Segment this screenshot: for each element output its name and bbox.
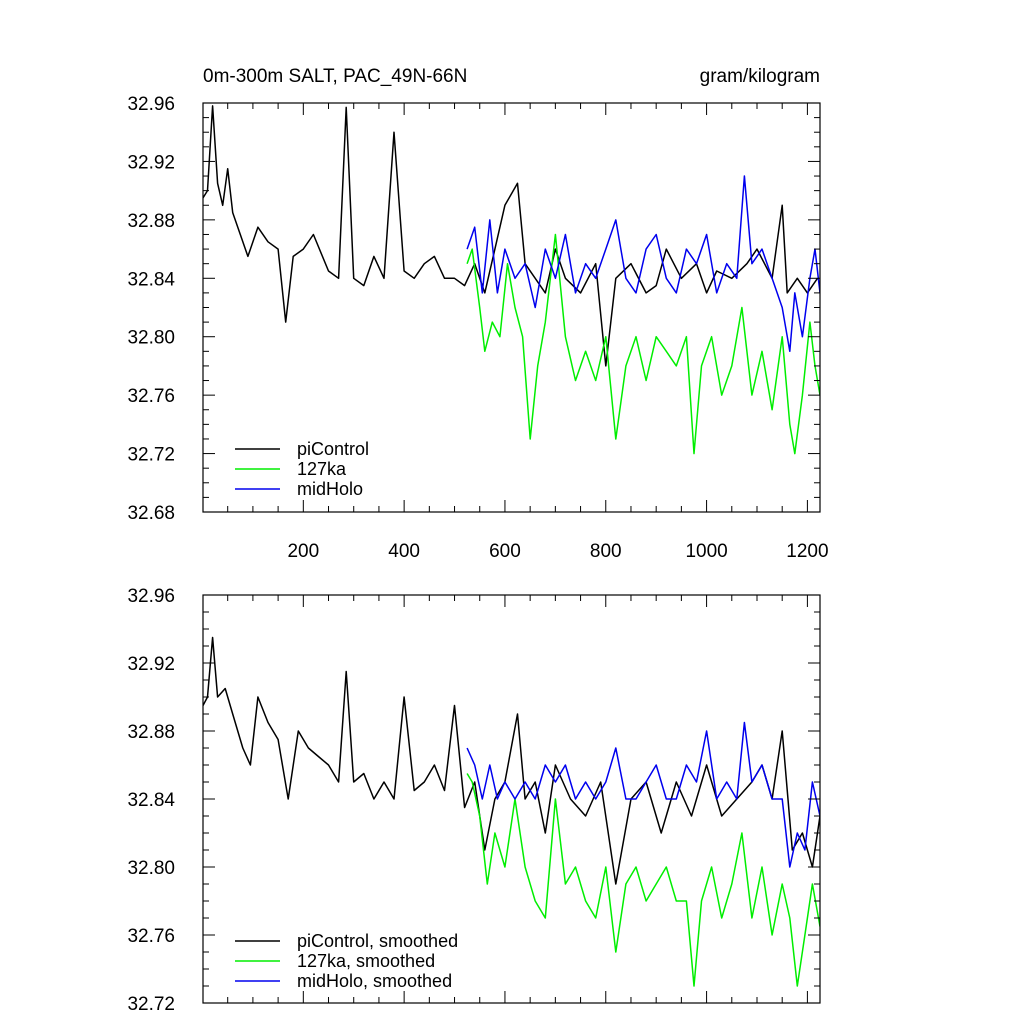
y-tick-label: 32.80 [127, 858, 175, 879]
plot-frame [202, 102, 821, 513]
x-tick-label: 400 [388, 541, 420, 562]
y-tick-label: 32.88 [127, 211, 175, 232]
y-tick-label: 32.72 [127, 994, 175, 1015]
x-tick-label: 800 [590, 541, 622, 562]
x-tick-label: 200 [287, 541, 319, 562]
y-tick-label: 32.72 [127, 445, 175, 466]
y-tick-label: 32.68 [127, 503, 175, 524]
y-tick-label: 32.96 [127, 586, 175, 607]
units-label: gram/kilogram [700, 66, 820, 87]
y-tick-label: 32.84 [127, 790, 175, 811]
y-tick-label: 32.76 [127, 926, 175, 947]
series-line-midholo [466, 721, 820, 868]
series-line-127ka [466, 233, 820, 455]
legend-label: midHolo [297, 479, 363, 499]
figure-title: 0m-300m SALT, PAC_49N-66N [203, 66, 467, 87]
y-tick-label: 32.96 [127, 94, 175, 115]
y-tick-label: 32.92 [127, 152, 175, 173]
top-chart-panel: 32.68 32.72 32.76 32.80 32.84 32.88 32.92 32.96… [127, 94, 828, 562]
legend-label: piControl [297, 439, 369, 459]
plot-frame [202, 594, 821, 1004]
bottom-chart-panel: 32.72 32.76 32.80 32.84 32.88 32.92 32.96 piCon… [127, 586, 821, 1015]
series-line-picontrol [203, 636, 820, 885]
x-tick-label: 1000 [685, 541, 727, 562]
legend-label: 127ka [297, 459, 347, 479]
y-tick-label: 32.76 [127, 386, 175, 407]
x-tick-label: 600 [489, 541, 521, 562]
legend-label: 127ka, smoothed [297, 951, 435, 971]
legend-label: piControl, smoothed [297, 931, 458, 951]
y-tick-label: 32.88 [127, 722, 175, 743]
x-tick-label: 1200 [786, 541, 828, 562]
series-line-picontrol [203, 105, 819, 367]
series-line-127ka [466, 773, 820, 987]
y-tick-label: 32.80 [127, 328, 175, 349]
y-tick-label: 32.92 [127, 654, 175, 675]
legend-label: midHolo, smoothed [297, 971, 452, 991]
series-line-midholo [466, 175, 820, 353]
y-tick-label: 32.84 [127, 269, 175, 290]
